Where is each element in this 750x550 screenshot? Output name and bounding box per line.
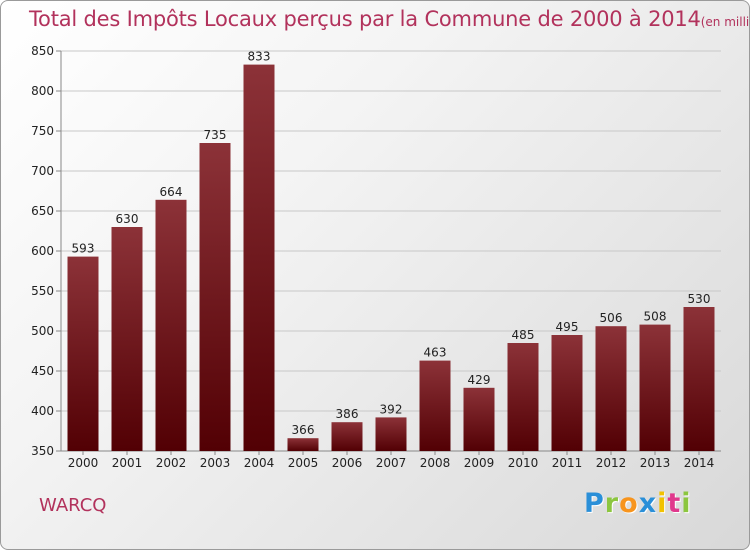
y-tick-label: 600	[31, 244, 54, 258]
bar	[595, 326, 627, 451]
x-tick-label: 2009	[464, 456, 495, 470]
bar	[507, 343, 539, 451]
bar-value-label: 429	[468, 373, 491, 387]
logo-letter: i	[681, 488, 692, 519]
bar-value-label: 833	[248, 50, 271, 64]
y-tick-label: 400	[31, 404, 54, 418]
x-tick-label: 2013	[640, 456, 671, 470]
y-tick-label: 650	[31, 204, 54, 218]
x-tick-label: 2006	[332, 456, 363, 470]
logo-letter: P	[584, 488, 605, 519]
chart-title-unit: (en milliers d'€)	[700, 15, 750, 29]
x-tick-label: 2004	[244, 456, 275, 470]
x-tick-label: 2001	[112, 456, 143, 470]
x-tick-label: 2011	[552, 456, 583, 470]
bar	[155, 199, 187, 451]
bar-value-label: 593	[72, 242, 95, 256]
y-tick-label: 700	[31, 164, 54, 178]
bar	[331, 422, 363, 451]
commune-name: WARCQ	[39, 495, 107, 516]
bar-value-label: 463	[424, 346, 447, 360]
logo-letter: r	[604, 488, 620, 519]
bar-value-label: 664	[160, 185, 183, 199]
logo-letter: x	[638, 488, 658, 519]
y-tick-label: 750	[31, 124, 54, 138]
bar-value-label: 366	[292, 423, 315, 437]
bar	[639, 324, 671, 451]
x-tick-label: 2002	[156, 456, 187, 470]
bar	[551, 335, 583, 451]
logo-letter: i	[657, 488, 668, 519]
y-tick-label: 850	[31, 44, 54, 58]
bar	[243, 64, 275, 451]
x-tick-label: 2007	[376, 456, 407, 470]
x-tick-label: 2012	[596, 456, 627, 470]
bar	[683, 307, 715, 451]
x-tick-label: 2014	[684, 456, 715, 470]
bar	[111, 227, 143, 451]
logo-letter: o	[619, 488, 639, 519]
bar-value-label: 495	[556, 320, 579, 334]
bar-value-label: 386	[336, 407, 359, 421]
y-tick-label: 350	[31, 444, 54, 458]
logo-letter: t	[667, 488, 682, 519]
bar	[419, 360, 451, 451]
bar-value-label: 630	[116, 212, 139, 226]
bar-value-label: 485	[512, 328, 535, 342]
y-tick-label: 450	[31, 364, 54, 378]
bar-value-label: 508	[644, 310, 667, 324]
bar	[287, 438, 319, 451]
y-tick-label: 550	[31, 284, 54, 298]
bar-value-label: 506	[600, 311, 623, 325]
bar-value-label: 392	[380, 402, 403, 416]
bar	[67, 256, 99, 451]
chart-title: Total des Impôts Locaux perçus par la Co…	[29, 7, 750, 31]
bar-value-label: 530	[688, 292, 711, 306]
bar	[463, 387, 495, 451]
x-tick-label: 2003	[200, 456, 231, 470]
y-tick-label: 800	[31, 84, 54, 98]
bar-value-label: 735	[204, 128, 227, 142]
y-tick-label: 500	[31, 324, 54, 338]
x-tick-label: 2010	[508, 456, 539, 470]
proxiti-logo: Proxiti	[584, 488, 692, 519]
x-tick-label: 2000	[68, 456, 99, 470]
x-tick-label: 2005	[288, 456, 319, 470]
x-tick-label: 2008	[420, 456, 451, 470]
chart-title-main: Total des Impôts Locaux perçus par la Co…	[29, 7, 701, 31]
bar	[199, 143, 231, 451]
bar	[375, 417, 407, 451]
